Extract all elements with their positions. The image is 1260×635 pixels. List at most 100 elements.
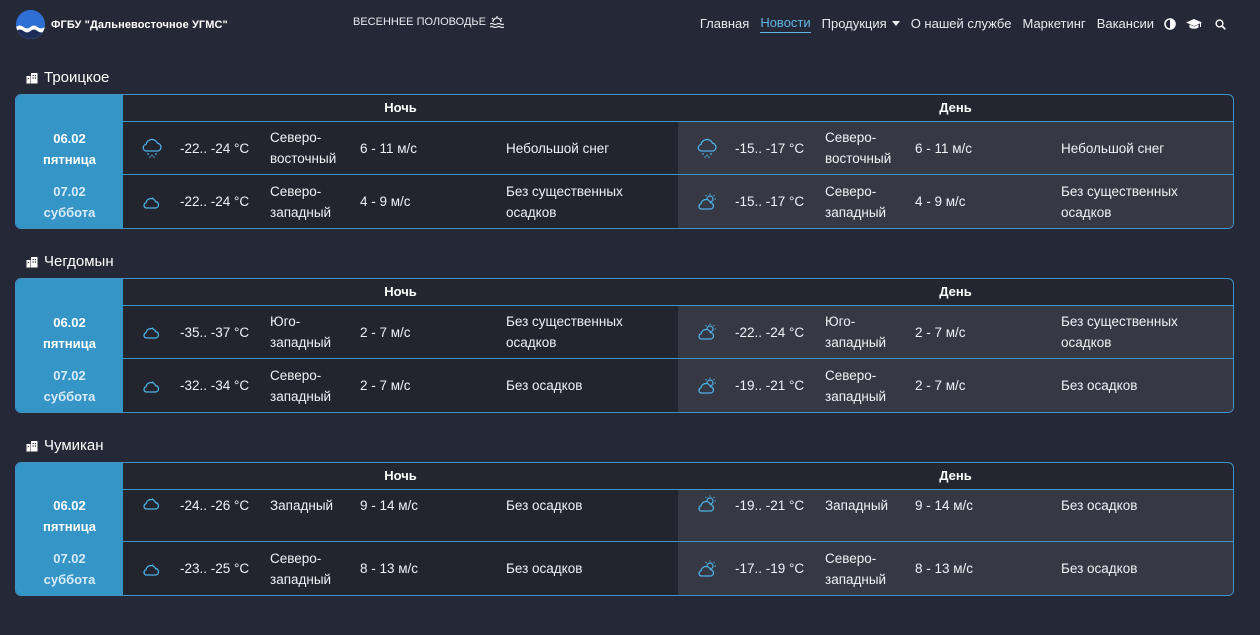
temperature: -19.. -21 °C [735, 378, 805, 393]
night-forecast: -23.. -25 °C Северо-западный 8 - 13 м/с … [123, 542, 678, 595]
precipitation: Без осадков [506, 498, 583, 513]
precipitation: Без существенных осадков [506, 314, 623, 350]
cloud-moon-icon [123, 495, 180, 511]
wind-speed: 8 - 13 м/с [360, 561, 419, 576]
main-nav: Главная Новости Продукция О нашей службе… [689, 15, 1226, 33]
wind-direction: Юго-западный [270, 314, 332, 350]
cloud-moon-icon [123, 378, 180, 394]
temperature: -35.. -37 °C [180, 324, 250, 340]
weekday: пятница [42, 151, 97, 167]
day-forecast: -22.. -24 °C Юго-западный 2 - 7 м/с Без … [678, 306, 1233, 359]
nav-products-dropdown[interactable]: Продукция [822, 16, 900, 33]
wind-speed: 4 - 9 м/с [360, 194, 411, 209]
temperature: -23.. -25 °C [180, 561, 250, 576]
day-header: День [678, 279, 1233, 306]
city-icon [26, 72, 38, 83]
temperature: -32.. -34 °C [180, 378, 250, 393]
precipitation: Без существенных осадков [1061, 314, 1178, 350]
station-name: Чумикан [44, 437, 104, 454]
night-forecast: -35.. -37 °C Юго-западный 2 - 7 м/с Без … [123, 306, 678, 359]
precipitation: Без осадков [1061, 498, 1138, 513]
station-title: Чумикан [26, 437, 104, 454]
precipitation: Без существенных осадков [1061, 183, 1178, 220]
day-forecast: -17.. -19 °C Северо-западный 8 - 13 м/с … [678, 542, 1233, 595]
temperature: -22.. -24 °C [180, 140, 250, 156]
precipitation: Без осадков [1061, 561, 1138, 576]
temperature: -15.. -17 °C [735, 194, 805, 209]
nav-marketing[interactable]: Маркетинг [1022, 15, 1086, 31]
date: 07.02 [53, 367, 86, 383]
cloud-moon-icon [123, 324, 180, 340]
night-forecast: -22.. -24 °C Северо-восточный 6 - 11 м/с… [123, 122, 678, 175]
temperature: -22.. -24 °C [180, 194, 250, 209]
precipitation: Небольшой снег [1061, 140, 1165, 156]
wind-direction: Северо-западный [825, 183, 887, 220]
date: 07.02 [53, 550, 86, 566]
nav-home[interactable]: Главная [699, 15, 750, 31]
temperature: -19.. -21 °C [735, 498, 805, 513]
chevron-down-icon [891, 20, 900, 26]
date-cell: 07.02 суббота [16, 359, 123, 412]
nav-news[interactable]: Новости [760, 15, 811, 33]
wind-direction: Северо-восточный [270, 130, 337, 166]
cloud-moon-icon [123, 194, 180, 210]
forecast-table: 06.02 пятница 07.02 суббота Ночь День -22.… [15, 94, 1234, 229]
search-icon[interactable] [1215, 18, 1226, 30]
day-header: День [678, 95, 1233, 122]
day-header: День [678, 463, 1233, 490]
city-icon [26, 256, 38, 267]
night-header: Ночь [123, 463, 678, 490]
cloud-sun-icon [678, 560, 735, 578]
weekday: суббота [43, 388, 96, 404]
wind-speed: 2 - 7 м/с [915, 378, 966, 393]
station-name: Троицкое [44, 69, 110, 86]
brand-link[interactable]: ФГБУ "Дальневосточное УГМС" [16, 10, 228, 39]
temperature: -22.. -24 °C [735, 324, 805, 340]
wind-direction: Северо-западный [270, 367, 332, 404]
day-forecast: -15.. -17 °C Северо-западный 4 - 9 м/с Б… [678, 175, 1233, 228]
forecast-table: 06.02 пятница 07.02 суббота Ночь День -35.… [15, 278, 1234, 413]
weekday: пятница [42, 519, 97, 534]
date-column: 06.02 пятница 07.02 суббота [16, 95, 123, 228]
day-forecast: -19.. -21 °C Западный 9 - 14 м/с Без оса… [678, 490, 1233, 542]
date: 07.02 [53, 183, 86, 199]
nav-products-label: Продукция [821, 15, 887, 31]
cloud-sun-icon [678, 323, 735, 341]
temperature: -17.. -19 °C [735, 561, 805, 576]
snow-cloud-icon [678, 138, 735, 158]
temperature: -24.. -26 °C [180, 498, 250, 513]
wind-speed: 6 - 11 м/с [360, 140, 418, 156]
snow-cloud-icon [123, 138, 180, 158]
top-navbar: ФГБУ "Дальневосточное УГМС" ВЕСЕННЕЕ ПОЛ… [0, 0, 1260, 50]
wind-direction: Юго-западный [825, 314, 887, 350]
graduation-cap-icon[interactable] [1186, 18, 1202, 30]
date-header-spacer [16, 279, 123, 306]
logo-icon [16, 10, 45, 39]
city-icon [26, 440, 38, 451]
wind-speed: 9 - 14 м/с [360, 498, 419, 513]
brand-name: ФГБУ "Дальневосточное УГМС" [51, 18, 228, 31]
date-cell: 07.02 суббота [16, 542, 123, 595]
night-forecast: -32.. -34 °C Северо-западный 2 - 7 м/с Б… [123, 359, 678, 412]
date-cell: 06.02 пятница [16, 306, 123, 359]
temperature: -15.. -17 °C [735, 140, 805, 156]
wind-direction: Западный [825, 498, 889, 513]
nav-vacancies[interactable]: Вакансии [1096, 15, 1154, 31]
cloud-sun-icon [678, 495, 735, 513]
wind-direction: Северо-западный [270, 183, 332, 220]
wind-direction: Северо-западный [825, 550, 887, 587]
night-header: Ночь [123, 279, 678, 306]
wind-speed: 6 - 11 м/с [915, 140, 973, 156]
flood-icon [489, 16, 504, 28]
wind-speed: 8 - 13 м/с [915, 561, 974, 576]
contrast-icon[interactable] [1164, 18, 1176, 30]
date: 06.02 [53, 130, 86, 146]
nav-about[interactable]: О нашей службе [910, 15, 1012, 31]
station-name: Чегдомын [44, 253, 114, 270]
date-header-spacer [16, 95, 123, 122]
day-forecast: -19.. -21 °C Северо-западный 2 - 7 м/с Б… [678, 359, 1233, 412]
spring-flood-link[interactable]: ВЕСЕННЕЕ ПОЛОВОДЬЕ [353, 16, 504, 28]
date-column: 06.02 пятница 07.02 суббота [16, 279, 123, 412]
station-title: Троицкое [26, 69, 109, 86]
weekday: пятница [42, 335, 97, 351]
